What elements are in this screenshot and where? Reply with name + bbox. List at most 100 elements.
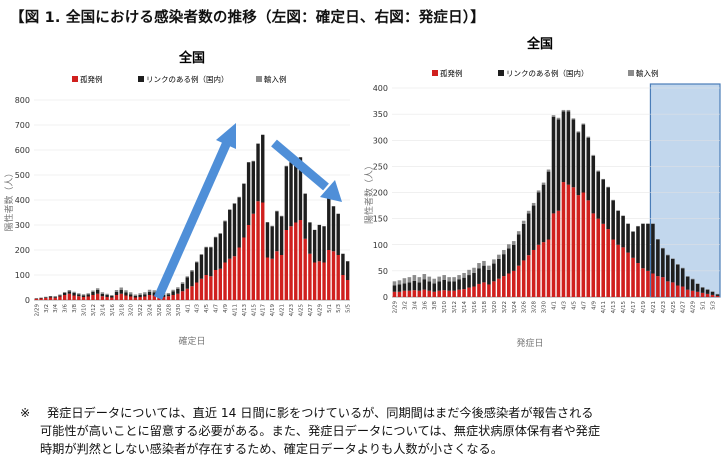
- bar-segment: [710, 291, 715, 295]
- x-tick-label: 4/3: [195, 304, 201, 313]
- bar-segment: [641, 223, 645, 269]
- bar-segment: [506, 248, 511, 274]
- bar-segment: [114, 292, 119, 295]
- bar-segment: [209, 246, 213, 248]
- bar-segment: [58, 296, 62, 300]
- x-tick-label: 4/7: [214, 304, 220, 313]
- bar-segment: [432, 283, 437, 292]
- bar-segment: [256, 143, 260, 202]
- x-tick-label: 3/10: [442, 301, 448, 314]
- legend-label-sporadic: 孤発例: [440, 68, 463, 78]
- y-tick-label: 700: [15, 121, 30, 130]
- bar-segment: [166, 294, 171, 297]
- legend-label-linked: リンクのある例（国内）: [146, 74, 229, 84]
- bar-segment: [690, 278, 695, 280]
- bar-segment: [511, 244, 516, 271]
- bar-segment: [251, 161, 256, 214]
- bar-segment: [531, 249, 536, 297]
- legend-swatch-linked: [138, 76, 144, 82]
- bar-segment: [462, 277, 466, 290]
- bar-segment: [651, 273, 655, 297]
- bar-segment: [331, 251, 336, 300]
- bar-segment: [606, 186, 610, 188]
- bar-segment: [77, 296, 81, 300]
- x-tick-label: 3/10: [82, 304, 88, 317]
- x-tick-label: 3/28: [166, 304, 172, 317]
- bar-segment: [34, 298, 39, 300]
- bar-segment: [462, 272, 466, 278]
- bar-segment: [457, 275, 461, 280]
- footnote: ※ 発症日データについては、直近 14 日間に影をつけているが、同期間はまだ今後…: [20, 404, 710, 458]
- x-tick-label: 3/26: [157, 304, 163, 317]
- bar-segment: [58, 294, 62, 296]
- bar-segment: [621, 247, 625, 297]
- bar-segment: [511, 241, 516, 245]
- x-tick-label: 4/19: [270, 304, 276, 317]
- y-tick-label: 150: [373, 215, 388, 224]
- bar-segment: [437, 281, 442, 291]
- bar-segment: [551, 115, 556, 117]
- bar-segment: [204, 275, 208, 300]
- recent-14-days-shade: [649, 83, 721, 298]
- trend-arrows: [153, 123, 342, 300]
- bar-segment: [531, 205, 536, 250]
- bar-segment: [110, 297, 114, 300]
- legend-swatch-sporadic: [72, 76, 78, 82]
- x-tick-label: 3/12: [91, 304, 97, 316]
- bar-segment: [180, 291, 185, 300]
- bar-segment: [218, 268, 222, 300]
- rising-arrow-head: [216, 123, 236, 149]
- bar-segment: [427, 276, 432, 282]
- bar-segment: [412, 280, 417, 291]
- y-tick-label: 200: [373, 189, 388, 198]
- bar-segment: [256, 201, 260, 300]
- bar-segment: [636, 226, 640, 264]
- bar-segment: [265, 222, 270, 223]
- y-tick-label: 400: [15, 196, 30, 205]
- bar-segment: [497, 254, 501, 259]
- bar-segment: [176, 288, 180, 294]
- bar-segment: [223, 221, 227, 263]
- bar-segment: [417, 282, 422, 291]
- bar-segment: [209, 276, 213, 300]
- x-tick-label: 4/29: [317, 304, 323, 317]
- bar-segment: [195, 262, 199, 283]
- bar-segment: [256, 143, 260, 144]
- x-tick-label: 5/3: [711, 301, 717, 310]
- bar-segment: [511, 270, 516, 297]
- bar-segment: [44, 297, 48, 298]
- bar-segment: [656, 276, 660, 297]
- x-tick-label: 3/14: [100, 304, 106, 317]
- bar-segment: [591, 155, 596, 214]
- x-tick-label: 3/12: [452, 301, 458, 313]
- bar-segment: [710, 291, 715, 292]
- bar-segment: [246, 225, 251, 300]
- bar-segment: [447, 277, 451, 282]
- bar-segment: [152, 295, 156, 300]
- bar-segment: [397, 284, 402, 292]
- bar-segment: [322, 226, 326, 263]
- bar-segment: [685, 276, 690, 277]
- bar-segment: [39, 298, 43, 300]
- bar-segment: [666, 255, 670, 282]
- bar-segment: [521, 260, 526, 297]
- bar-segment: [298, 220, 303, 300]
- x-tick-label: 4/17: [631, 301, 637, 314]
- bar-segment: [536, 190, 541, 193]
- bar-segment: [91, 292, 95, 295]
- bars: [34, 134, 350, 300]
- x-tick-label: 4/3: [561, 301, 567, 310]
- bar-segment: [611, 200, 615, 240]
- x-tick-label: 3/6: [422, 301, 428, 310]
- bar-segment: [105, 295, 109, 297]
- bar-segment: [62, 293, 67, 295]
- x-axis-label: 確定日: [178, 335, 205, 347]
- bar-segment: [62, 292, 67, 293]
- bar-segment: [651, 223, 655, 224]
- bar-segment: [77, 293, 81, 295]
- bar-segment: [407, 282, 412, 291]
- bar-segment: [133, 297, 138, 300]
- bar-segment: [44, 296, 48, 298]
- bar-segment: [680, 267, 685, 269]
- bar-segment: [166, 293, 171, 295]
